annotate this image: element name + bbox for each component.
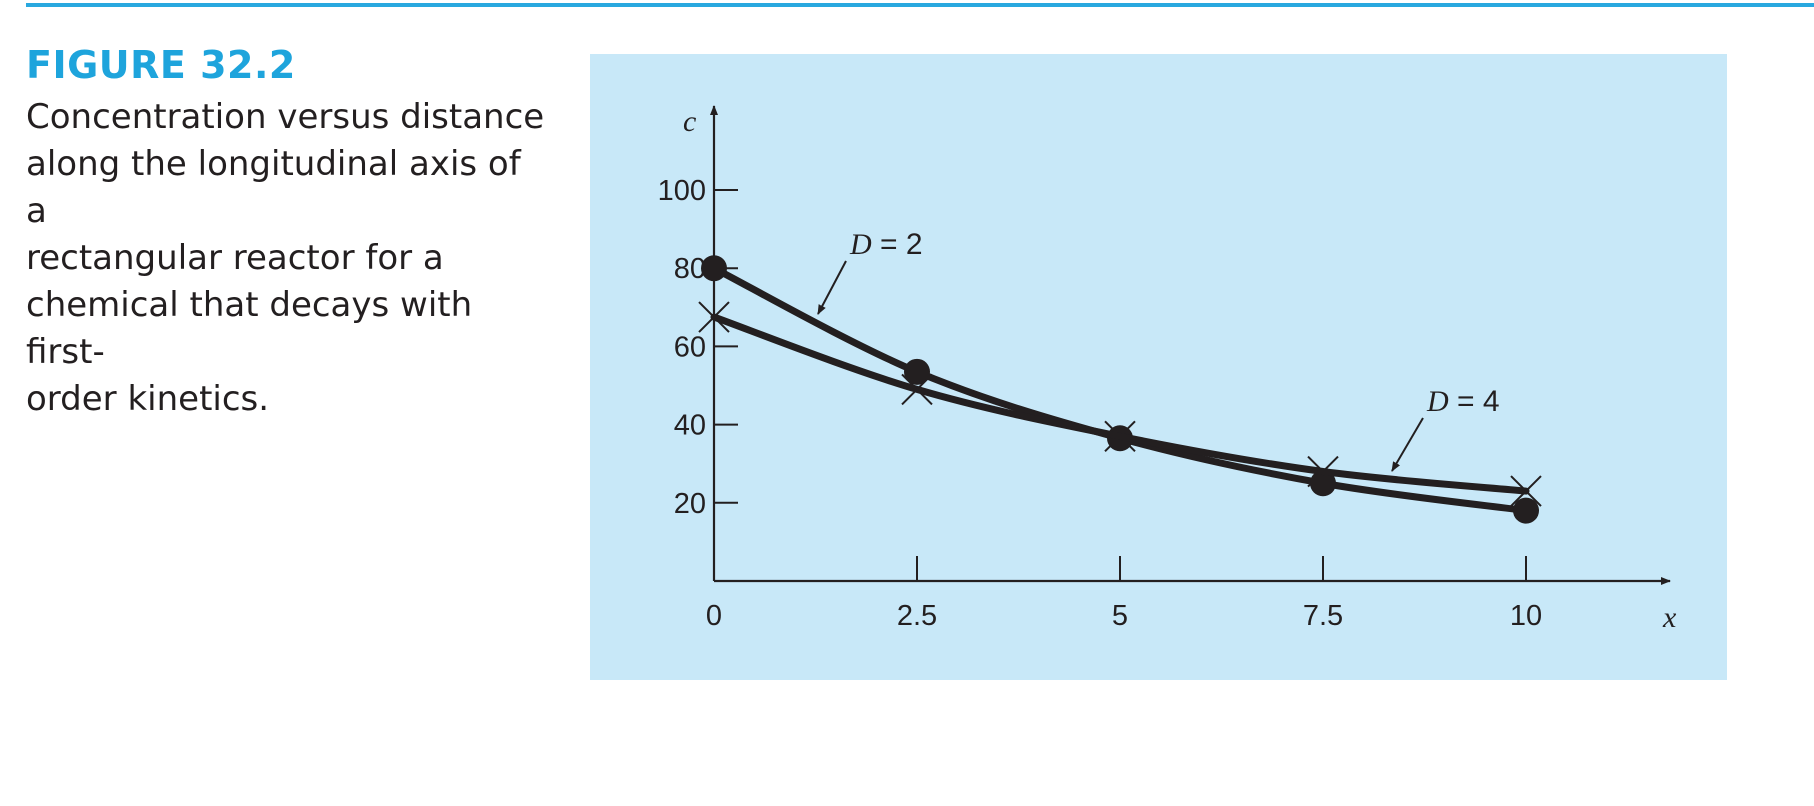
- caption-line: order kinetics.: [26, 379, 270, 419]
- x-tick-label: 10: [1510, 600, 1542, 632]
- y-tick-label: 20: [674, 488, 706, 520]
- data-point-cross: [1104, 420, 1136, 453]
- cross-stroke: [1104, 420, 1136, 453]
- cross-stroke: [1307, 455, 1339, 488]
- caption-line: along the longitudinal axis of a: [26, 144, 521, 231]
- caption-line: rectangular reactor for a: [26, 238, 444, 278]
- caption-line: Concentration versus distance: [26, 97, 545, 137]
- data-point-cross: [698, 301, 730, 333]
- cross-stroke: [901, 373, 933, 406]
- series-label-variable: D: [849, 228, 872, 261]
- y-axis-label: c: [683, 105, 696, 138]
- series-label-value: = 2: [872, 228, 923, 261]
- y-tick-label: 60: [674, 331, 706, 363]
- series-line-d2: [710, 264, 1530, 515]
- series-label-d2: D = 2: [849, 228, 923, 261]
- leader-arrow-d2: [817, 260, 847, 315]
- caption-line: chemical that decays with first-: [26, 285, 473, 372]
- cross-stroke: [1510, 475, 1542, 507]
- series-label-variable: D: [1426, 385, 1449, 418]
- series-label-value: = 4: [1449, 385, 1500, 418]
- top-rule: [26, 3, 1814, 7]
- data-point-circle: [701, 255, 727, 282]
- figure-label: FIGURE 32.2: [26, 43, 296, 87]
- x-tick-label: 7.5: [1303, 600, 1343, 632]
- series-line-d4: [710, 313, 1530, 495]
- y-tick-label: 100: [658, 175, 706, 207]
- x-tick-label: 2.5: [897, 600, 937, 632]
- x-tick-label: 5: [1112, 600, 1128, 632]
- caption-text: Concentration versus distance along the …: [26, 94, 546, 423]
- data-point-cross: [1510, 475, 1542, 507]
- cross-stroke: [698, 301, 730, 333]
- x-tick-label: 0: [706, 600, 722, 632]
- leader-arrow-d4: [1391, 417, 1424, 472]
- data-point-circle: [1513, 497, 1539, 524]
- y-tick-label: 80: [674, 253, 706, 285]
- x-axis-label: x: [1662, 601, 1677, 634]
- data-point-cross: [1307, 455, 1339, 488]
- y-tick-label: 40: [674, 410, 706, 442]
- data-point-circle: [904, 358, 930, 385]
- series-label-d4: D = 4: [1426, 385, 1500, 418]
- data-point-cross: [901, 373, 933, 406]
- figure-caption: FIGURE 32.2 Concentration versus distanc…: [26, 46, 546, 423]
